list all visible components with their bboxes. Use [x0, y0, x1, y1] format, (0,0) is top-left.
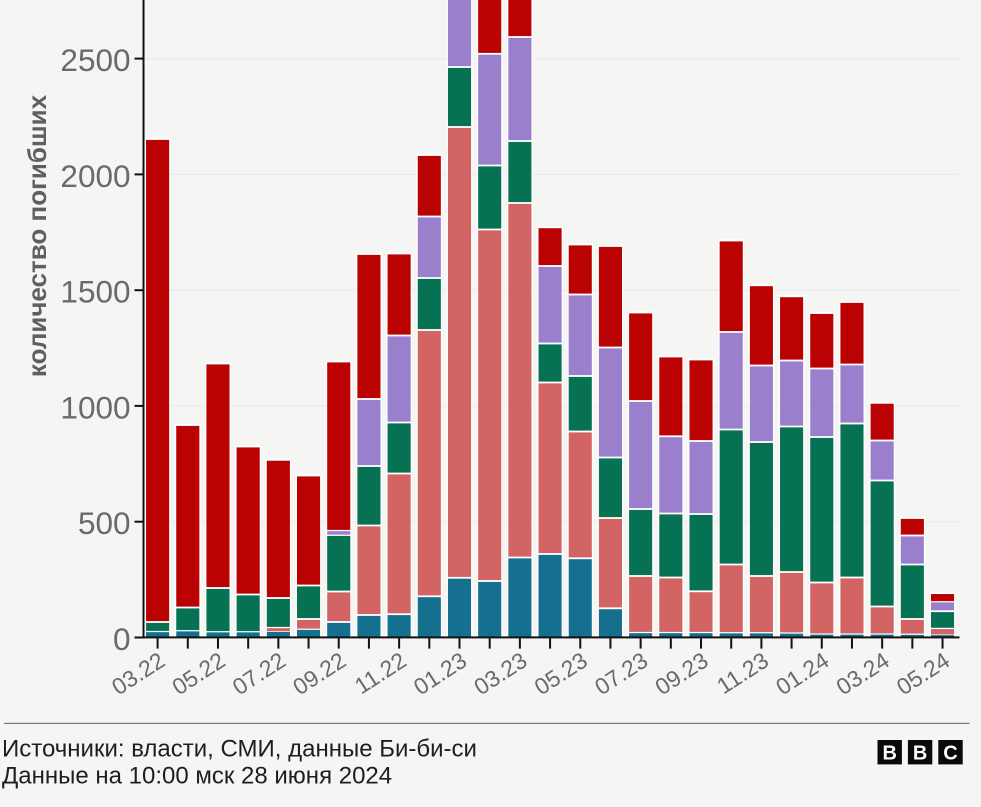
- svg-text:Источники: власти, СМИ, данные: Источники: власти, СМИ, данные Би-би-си: [2, 736, 477, 763]
- svg-text:2000: 2000: [60, 158, 130, 194]
- svg-text:500: 500: [78, 505, 131, 541]
- svg-text:0: 0: [113, 621, 131, 657]
- svg-text:C: C: [943, 742, 957, 764]
- svg-text:количество погибших: количество погибших: [22, 94, 52, 377]
- svg-text:B: B: [882, 742, 896, 764]
- svg-text:Данные на 10:00 мск 28 июня 20: Данные на 10:00 мск 28 июня 2024: [2, 763, 392, 790]
- svg-text:1500: 1500: [60, 274, 130, 310]
- svg-text:1000: 1000: [60, 389, 130, 425]
- svg-text:B: B: [913, 742, 927, 764]
- svg-text:2500: 2500: [60, 42, 130, 78]
